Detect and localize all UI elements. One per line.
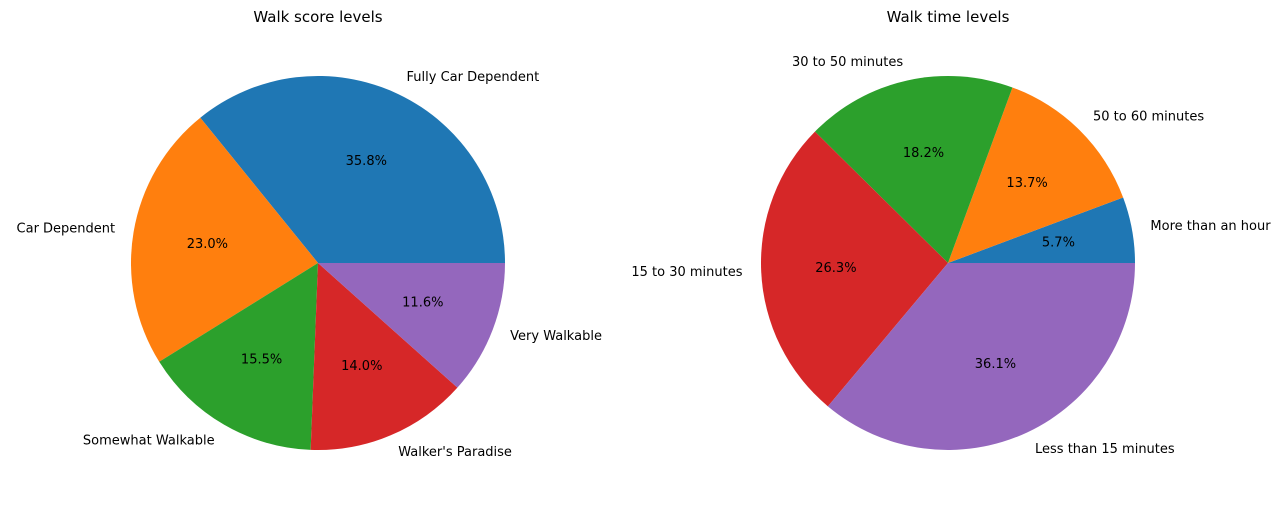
chart-title: Walk score levels [253,8,382,26]
pie-slice-less-than-15-minutes [827,263,1135,450]
pie-percent-label: 18.2% [903,146,944,161]
pie-slice-car-dependent [130,117,318,362]
pie-percent-label: 23.0% [187,237,228,252]
pie-percent-label: 36.1% [975,357,1016,372]
pie-percent-label: 15.5% [241,352,282,367]
pie-slice-walker-s-paradise [310,263,458,451]
pie-category-label: Walker's Paradise [398,445,512,460]
chart-title: Walk time levels [887,8,1010,26]
pie-slice-50-to-60-minutes [948,87,1124,264]
walk-time-pie-chart: Walk time levels 5.7% More than an hour 13… [631,8,1271,457]
pie-category-label: Less than 15 minutes [1035,442,1175,457]
pie-category-label: 15 to 30 minutes [631,265,742,280]
walk-score-pie-chart: Walk score levels 35.8% Fully Car Depende… [17,8,602,460]
pie-category-label: Very Walkable [510,329,602,344]
pie-slice-30-to-50-minutes [814,75,1013,263]
pie-category-label: Fully Car Dependent [407,70,540,85]
pie-slice-more-than-an-hour [948,197,1135,263]
pie-slice-somewhat-walkable [159,263,318,450]
pie-labels: 35.8% Fully Car Dependent 23.0% Car Depende… [17,70,602,460]
pie-percent-label: 11.6% [402,296,443,311]
pie-slices [130,75,506,451]
pie-category-label: Car Dependent [17,221,116,236]
pie-category-label: Somewhat Walkable [83,433,215,448]
pie-percent-label: 26.3% [815,261,856,276]
pie-labels: 5.7% More than an hour 13.7% 50 to 60 minut… [631,55,1271,457]
pie-percent-label: 5.7% [1042,236,1075,251]
pie-slice-fully-car-dependent [200,75,506,263]
pie-percent-label: 35.8% [346,154,387,169]
pie-category-label: 30 to 50 minutes [792,55,903,70]
pie-percent-label: 13.7% [1006,176,1047,191]
pie-slice-15-to-30-minutes [760,131,948,407]
pie-category-label: 50 to 60 minutes [1093,110,1204,125]
pie-percent-label: 14.0% [341,359,382,374]
pie-category-label: More than an hour [1150,219,1271,234]
pie-slice-very-walkable [318,263,505,388]
pie-slices [760,75,1135,450]
